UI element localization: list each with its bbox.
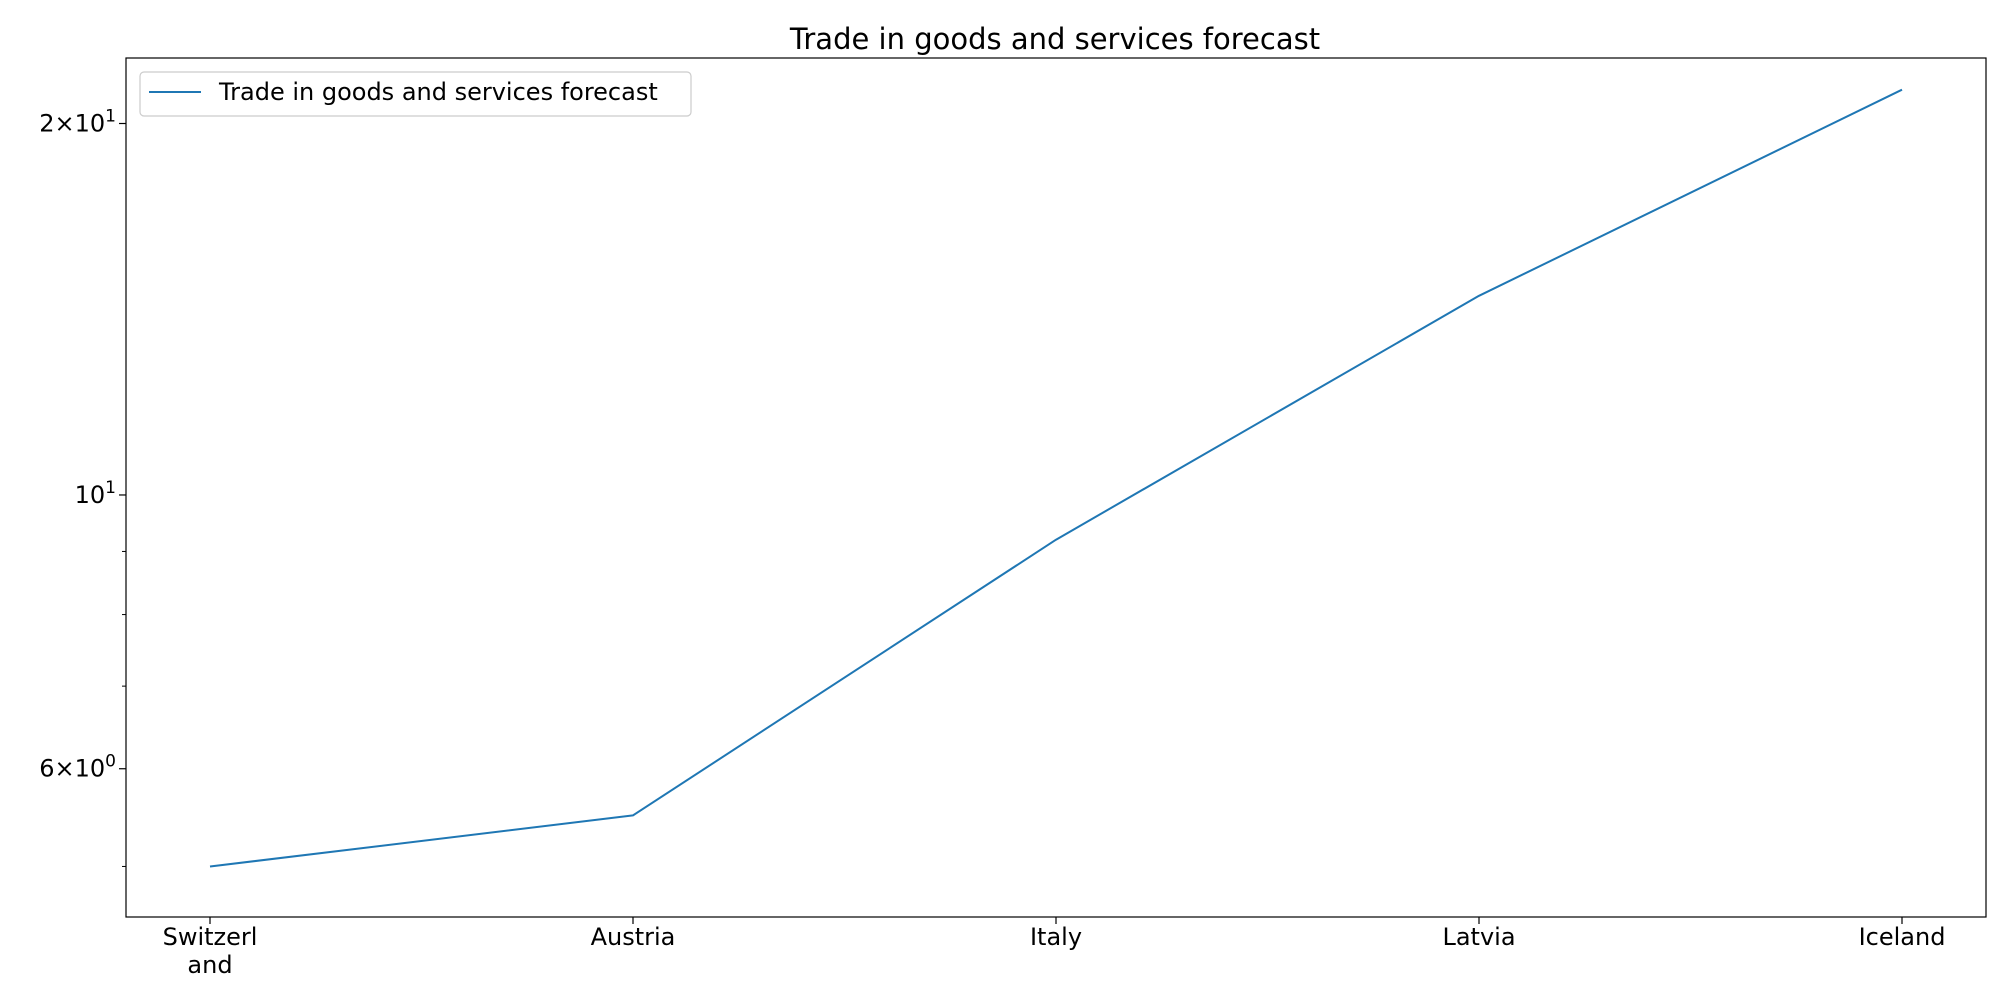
x-tick-label: Austria xyxy=(591,923,676,951)
series-layer xyxy=(209,88,1903,868)
x-tick-label: Italy xyxy=(1030,923,1082,951)
x-tick-label: Switzerl xyxy=(163,923,258,951)
x-tick-label: Latvia xyxy=(1442,923,1515,951)
x-tick-label: Iceland xyxy=(1859,923,1946,951)
legend: Trade in goods and services forecast xyxy=(139,71,692,117)
x-tick-label: and xyxy=(187,951,232,979)
y-tick-label: 2×101 xyxy=(39,107,116,138)
y-tick-label: 6×100 xyxy=(39,752,116,783)
y-axis: 6×100 101 2×101 xyxy=(39,107,126,867)
legend-box xyxy=(139,71,692,117)
y-tick-label: 101 xyxy=(75,478,116,509)
chart-title: Trade in goods and services forecast xyxy=(789,22,1320,56)
series-line xyxy=(209,88,1903,868)
legend-label: Trade in goods and services forecast xyxy=(218,78,658,106)
